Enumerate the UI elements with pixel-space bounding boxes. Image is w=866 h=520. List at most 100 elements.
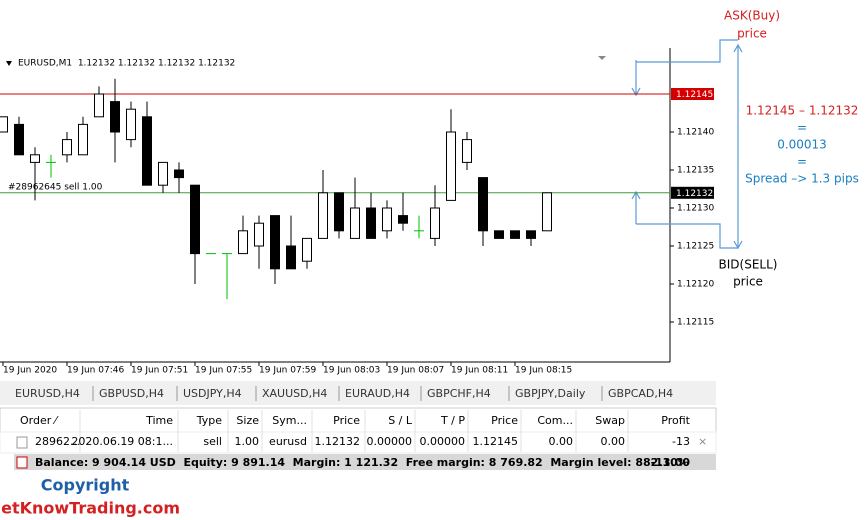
candle-body	[78, 123, 88, 156]
column-header[interactable]: Time	[145, 414, 173, 427]
tab[interactable]: EURUSD,H4	[15, 387, 80, 400]
table-row	[0, 431, 717, 454]
column-header[interactable]: Type	[196, 414, 222, 427]
candle-body	[462, 139, 472, 163]
column-header[interactable]: T / P	[440, 414, 465, 427]
candle-body	[526, 230, 536, 239]
y-tick-label: 1.12140	[677, 128, 714, 138]
candle-body	[174, 169, 184, 179]
candle-body	[238, 230, 248, 255]
cell: -13	[672, 435, 690, 448]
table-header	[0, 407, 717, 433]
candle-body	[110, 101, 120, 133]
annotation: =	[797, 121, 807, 135]
candle-body	[430, 207, 440, 239]
annotation: Spread –> 1.3 pips	[745, 172, 859, 186]
candle-body	[510, 230, 520, 239]
tab[interactable]: EURAUD,H4	[345, 387, 410, 400]
cell: sell	[203, 435, 222, 448]
price-label: 1.12132	[676, 189, 713, 199]
annotation: =	[797, 155, 807, 169]
annotation: 0.00013	[777, 138, 827, 152]
candle-body	[142, 116, 152, 186]
candle-body	[14, 123, 24, 156]
candle-body	[478, 177, 488, 232]
candle-body	[334, 192, 344, 232]
cell: 0.00000	[367, 435, 413, 448]
x-tick-label: 19 Jun 08:07	[387, 366, 444, 376]
candle-body	[30, 154, 40, 163]
order-label: #28962645 sell 1.00	[8, 182, 103, 192]
cell: 2020.06.19 08:1...	[71, 435, 173, 448]
annotation-arrows	[631, 39, 743, 250]
candle-body	[190, 184, 200, 255]
price-label-bg	[671, 88, 714, 100]
candle-body	[126, 108, 136, 141]
annotation: ASK(Buy)	[724, 9, 780, 23]
close-icon[interactable]: ×	[698, 435, 707, 448]
x-tick-label: 19 Jun 08:03	[323, 366, 380, 376]
column-header[interactable]: Order ⁄	[20, 414, 59, 427]
site: GetKnowTrading.com	[0, 499, 180, 518]
y-tick-label: 1.12115	[677, 318, 714, 328]
order-icon	[16, 436, 28, 449]
candle-body	[542, 192, 552, 232]
annotation: price	[733, 275, 763, 289]
candle-body	[158, 161, 168, 186]
candle-body	[254, 222, 264, 247]
candle-body	[62, 139, 72, 156]
candle-body	[94, 93, 104, 118]
cell: 1.12145	[473, 435, 519, 448]
copyright: Copyright	[41, 476, 130, 495]
y-tick-label: 1.12125	[677, 242, 714, 252]
candle-body	[286, 245, 296, 270]
candle-body	[446, 131, 456, 201]
annotation: price	[737, 27, 767, 41]
candle-body	[366, 207, 376, 239]
column-header[interactable]: Swap	[595, 414, 625, 427]
column-header[interactable]: Price	[333, 414, 360, 427]
x-tick-label: 19 Jun 07:55	[195, 366, 252, 376]
chart: 1.12140 1.12135 1.12130 1.12125 1.12120 1.121…	[0, 9, 859, 376]
candle-body	[398, 215, 408, 224]
chart-title: EURUSD,M1 1.12132 1.12132 1.12132 1.1213…	[18, 59, 235, 69]
cell: 0.00	[549, 435, 574, 448]
cell: eurusd	[269, 435, 307, 448]
tab[interactable]: GBPUSD,H4	[99, 387, 164, 400]
column-header[interactable]: S / L	[388, 414, 413, 427]
candle-body	[382, 207, 392, 232]
balance-total: -13.00	[651, 456, 691, 469]
tab[interactable]: GBPCAD,H4	[608, 387, 673, 400]
cell: 1.12132	[315, 435, 361, 448]
column-header[interactable]: Sym...	[272, 414, 307, 427]
tab[interactable]: USDJPY,H4	[183, 387, 242, 400]
scroll-marker	[598, 56, 606, 60]
candle-body	[318, 192, 328, 239]
column-header[interactable]: Profit	[661, 414, 690, 427]
x-tick-label: 19 Jun 07:51	[131, 366, 188, 376]
candle-body	[350, 207, 360, 239]
candle-body	[0, 116, 8, 133]
cell: 1.00	[235, 435, 260, 448]
x-tick-label: 19 Jun 2020	[3, 366, 57, 376]
column-header[interactable]: Com...	[537, 414, 573, 427]
tab[interactable]: XAUUSD,H4	[262, 387, 327, 400]
tab[interactable]: GBPJPY,Daily	[515, 387, 586, 400]
column-header[interactable]: Size	[236, 414, 259, 427]
x-tick-label: 19 Jun 08:11	[451, 366, 508, 376]
balance-icon	[16, 456, 28, 469]
column-header[interactable]: Price	[491, 414, 518, 427]
balance-row	[14, 454, 716, 470]
tab[interactable]: GBPCHF,H4	[427, 387, 491, 400]
y-tick-label: 1.12120	[677, 280, 714, 290]
price-label: 1.12145	[676, 90, 713, 100]
cell: 0.00000	[420, 435, 466, 448]
candle-body	[302, 237, 312, 262]
x-tick-label: 19 Jun 07:46	[67, 366, 124, 376]
annotation: 1.12145 – 1.12132	[746, 104, 859, 118]
x-tick-label: 19 Jun 07:59	[259, 366, 316, 376]
price-label-bg	[671, 186, 714, 199]
y-tick-label: 1.12130	[677, 204, 714, 214]
tab-bar	[0, 381, 716, 405]
x-tick-label: 19 Jun 08:15	[515, 366, 572, 376]
